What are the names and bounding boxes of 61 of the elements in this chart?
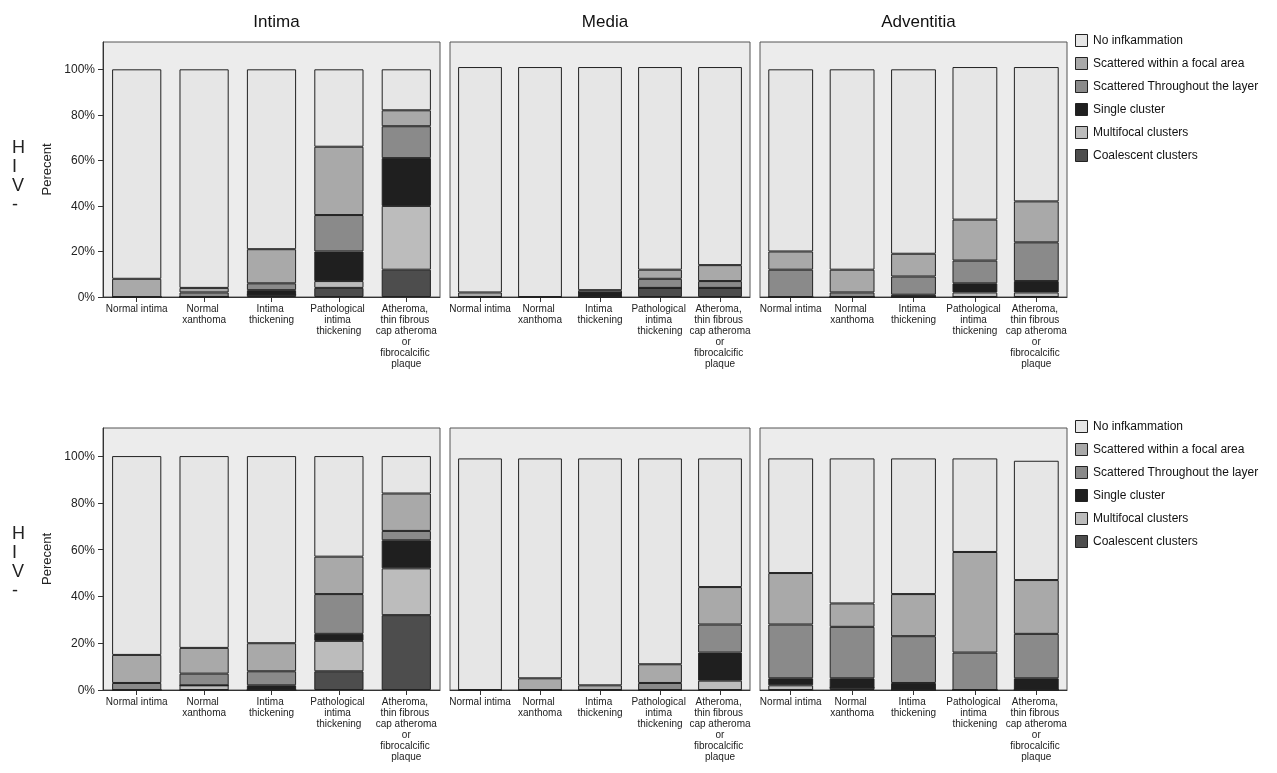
- x-tick-label: Normal intima: [449, 696, 512, 707]
- x-tick-label: Pathological intima thickening: [946, 303, 1004, 336]
- legend-label: Single cluster: [1093, 102, 1166, 116]
- x-tick-label: Intima thickening: [577, 696, 623, 718]
- y-tick-label: 0%: [77, 290, 96, 304]
- legend-label: Multifocal clusters: [1093, 511, 1189, 525]
- legend-label: Scattered Throughout the layer: [1093, 79, 1259, 93]
- legend-label: Scattered within a focal area: [1093, 442, 1245, 456]
- text: HIV-: [12, 522, 25, 600]
- x-tick-label: Normal intima: [105, 303, 168, 314]
- x-tick-label: Pathological intima thickening: [631, 696, 689, 729]
- legend-label: Scattered within a focal area: [1093, 56, 1245, 70]
- x-tick-label: Atheroma, thin fibrous cap atheroma or fibrocalcific plaque: [375, 696, 438, 762]
- x-tick-label: Intima thickening: [890, 696, 937, 718]
- y-tick-label: 80%: [70, 495, 96, 510]
- y-tick-label: 0%: [77, 683, 96, 697]
- x-tick-label: Atheroma, thin fibrous cap atheroma or fibrocalcific plaque: [1005, 303, 1068, 369]
- y-axis-title: Perecent: [39, 143, 55, 196]
- x-tick-label: Intima thickening: [248, 303, 295, 325]
- y-tick-label: 100%: [64, 449, 96, 464]
- chart-title: Media: [581, 12, 629, 31]
- text: HIV-: [12, 136, 25, 214]
- x-tick-label: Normal intima: [759, 303, 822, 314]
- x-tick-label: Intima thickening: [577, 303, 623, 325]
- x-tick-label: Normal intima: [759, 696, 822, 707]
- y-tick-label: 60%: [70, 153, 96, 168]
- legend-label: Scattered Throughout the layer: [1093, 465, 1259, 479]
- x-tick-label: Normal xanthoma: [182, 696, 227, 718]
- legend-label: No infkammation: [1093, 419, 1184, 433]
- x-tick-label: Atheroma, thin fibrous cap atheroma or fibrocalcific plaque: [1005, 696, 1068, 762]
- x-tick-label: Normal intima: [449, 303, 512, 314]
- y-tick-label: 80%: [70, 107, 96, 122]
- x-tick-label: Intima thickening: [248, 696, 295, 718]
- y-axis-title: Perecent: [39, 532, 55, 586]
- x-tick-label: Normal xanthoma: [182, 303, 227, 325]
- y-tick-label: 20%: [70, 636, 96, 651]
- y-tick-label: 60%: [70, 542, 96, 557]
- legend-label: No infkammation: [1093, 33, 1184, 47]
- x-tick-label: Normal xanthoma: [830, 303, 875, 325]
- legend-label: Coalescent clusters: [1093, 534, 1198, 548]
- x-tick-label: Intima thickening: [890, 303, 937, 325]
- x-tick-label: Atheroma, thin fibrous cap atheroma or fibrocalcific plaque: [689, 696, 752, 762]
- x-tick-label: Normal xanthoma: [518, 696, 563, 718]
- chart-title: Intima: [253, 12, 301, 31]
- x-tick-label: Normal xanthoma: [830, 696, 875, 718]
- x-tick-label: Pathological intima thickening: [310, 696, 368, 729]
- y-tick-label: 100%: [64, 62, 96, 77]
- chart-title: Adventitia: [881, 12, 957, 31]
- legend-label: Coalescent clusters: [1093, 148, 1198, 162]
- x-tick-label: Atheroma, thin fibrous cap atheroma or fibrocalcific plaque: [689, 303, 752, 369]
- legend-label: Single cluster: [1093, 488, 1166, 502]
- x-tick-label: Normal xanthoma: [518, 303, 563, 325]
- x-tick-label: Pathological intima thickening: [310, 303, 368, 336]
- x-tick-label: Pathological intima thickening: [946, 696, 1004, 729]
- y-tick-label: 40%: [70, 198, 96, 213]
- x-tick-label: Atheroma, thin fibrous cap atheroma or fibrocalcific plaque: [375, 303, 438, 369]
- x-tick-label: Normal intima: [105, 696, 168, 707]
- y-tick-label: 20%: [70, 244, 96, 259]
- legend-label: Multifocal clusters: [1093, 125, 1189, 139]
- y-tick-label: 40%: [70, 589, 96, 604]
- x-tick-label: Pathological intima thickening: [631, 303, 689, 336]
